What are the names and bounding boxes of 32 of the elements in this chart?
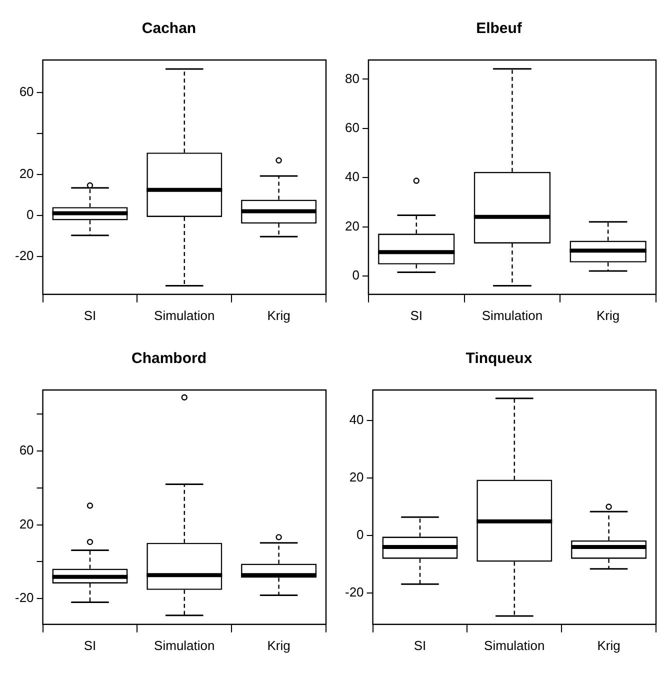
- y-tick-label: -20: [14, 590, 34, 606]
- y-tick-label: 80: [344, 70, 360, 86]
- y-tick-label: -20: [344, 584, 364, 600]
- x-tick-label: Krig: [267, 308, 290, 323]
- x-tick-label: Krig: [596, 308, 620, 323]
- x-tick-label: SI: [410, 308, 423, 323]
- y-tick-label: -20: [14, 248, 34, 263]
- x-tick-label: Krig: [597, 638, 620, 653]
- y-tick-label: 0: [356, 527, 364, 542]
- x-tick-label: Simulation: [482, 308, 543, 323]
- chart-title: Tinqueux: [466, 350, 533, 368]
- y-tick-label: 0: [26, 206, 34, 222]
- y-tick-label: 20: [19, 516, 34, 532]
- y-tick-label: 60: [19, 84, 34, 99]
- x-tick-label: Simulation: [484, 638, 545, 653]
- x-tick-label: Simulation: [154, 308, 215, 323]
- chart-title: Elbeuf: [476, 20, 523, 38]
- y-tick-label: 40: [349, 412, 364, 428]
- y-tick-label: 0: [352, 268, 360, 283]
- x-tick-label: SI: [84, 638, 96, 653]
- y-tick-label: 20: [19, 166, 34, 181]
- y-tick-label: 60: [344, 120, 360, 135]
- chart-title: Cachan: [142, 20, 196, 38]
- x-tick-label: Simulation: [154, 638, 215, 653]
- chart-title: Chambord: [132, 350, 206, 368]
- x-tick-label: SI: [414, 638, 426, 653]
- y-tick-label: 20: [349, 470, 364, 485]
- y-tick-label: 60: [19, 442, 34, 458]
- x-tick-label: Krig: [267, 638, 290, 653]
- y-tick-label: 20: [344, 218, 360, 234]
- y-tick-label: 40: [344, 169, 360, 184]
- x-tick-label: SI: [84, 308, 96, 323]
